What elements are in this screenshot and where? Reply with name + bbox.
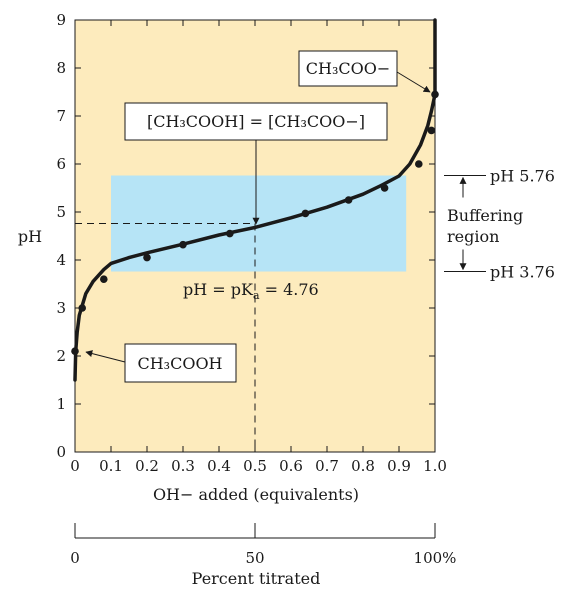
x-tick-label: 0.5 [243,457,267,475]
x-tick-label: 0.3 [171,457,195,475]
y-tick-label: 4 [56,251,66,269]
buffer-upper-label: pH 5.76 [490,167,555,186]
acid-arrow [85,350,126,363]
pka-label: pH = pKa = 4.76 [183,280,319,302]
data-markers [71,90,439,356]
y-tick-label: 5 [56,203,66,221]
acid-label-box [124,343,237,383]
y-axis-ticks: 0 1 2 3 4 5 6 7 8 9 [56,11,435,461]
y-tick-label: 1 [56,395,66,413]
percent-axis-ticks: 0 50 100% [70,523,456,567]
data-point [71,347,79,356]
data-point [415,160,423,168]
x-tick-label: 0.8 [351,457,375,475]
x-tick-label: 0.1 [99,457,123,475]
y-tick-label: 7 [56,107,66,125]
data-point [143,253,151,262]
data-point [431,90,439,99]
data-point [78,304,86,312]
y-tick-label: 3 [56,299,66,317]
y-tick-label: 8 [56,59,66,77]
y-tick-label: 0 [56,443,66,461]
data-point [301,209,310,218]
data-point [427,126,436,135]
x-axis-label: OH− added (equivalents) [153,485,359,504]
y-axis-label: pH [18,227,42,246]
percent-tick-label: 50 [245,549,264,567]
base-label: CH₃COO− [306,59,391,78]
x-tick-label: 0.6 [279,457,303,475]
buffer-lower-label: pH 3.76 [490,263,555,282]
base-arrow [396,71,431,93]
x-axis-ticks: 0 0.1 0.2 0.3 0.4 0.5 0.6 0.7 0.8 0.9 1.0 [70,20,447,475]
midpoint-label-box [124,102,388,141]
buffering-region-band [111,175,407,272]
x-tick-label: 0.7 [315,457,339,475]
x-tick-label: 1.0 [423,457,447,475]
data-point [380,184,389,192]
percent-tick-label: 0 [70,549,80,567]
buffering-region-label: Buffering region [447,206,528,246]
data-point [344,196,353,204]
y-tick-label: 6 [56,155,66,173]
x-tick-label: 0.4 [207,457,231,475]
y-tick-label: 2 [56,347,66,365]
data-point [179,240,187,249]
x-tick-label: 0 [70,457,80,475]
x-tick-label: 0.9 [387,457,411,475]
acid-label: CH₃COOH [137,354,222,373]
y-tick-label: 9 [56,11,66,29]
midpoint-label: [CH₃COOH] = [CH₃COO−] [147,112,365,131]
data-point [226,229,234,238]
base-label-box [298,50,398,87]
percent-axis-label: Percent titrated [192,569,321,588]
percent-tick-label: 100% [414,549,457,567]
data-point [100,275,108,284]
x-tick-label: 0.2 [135,457,159,475]
